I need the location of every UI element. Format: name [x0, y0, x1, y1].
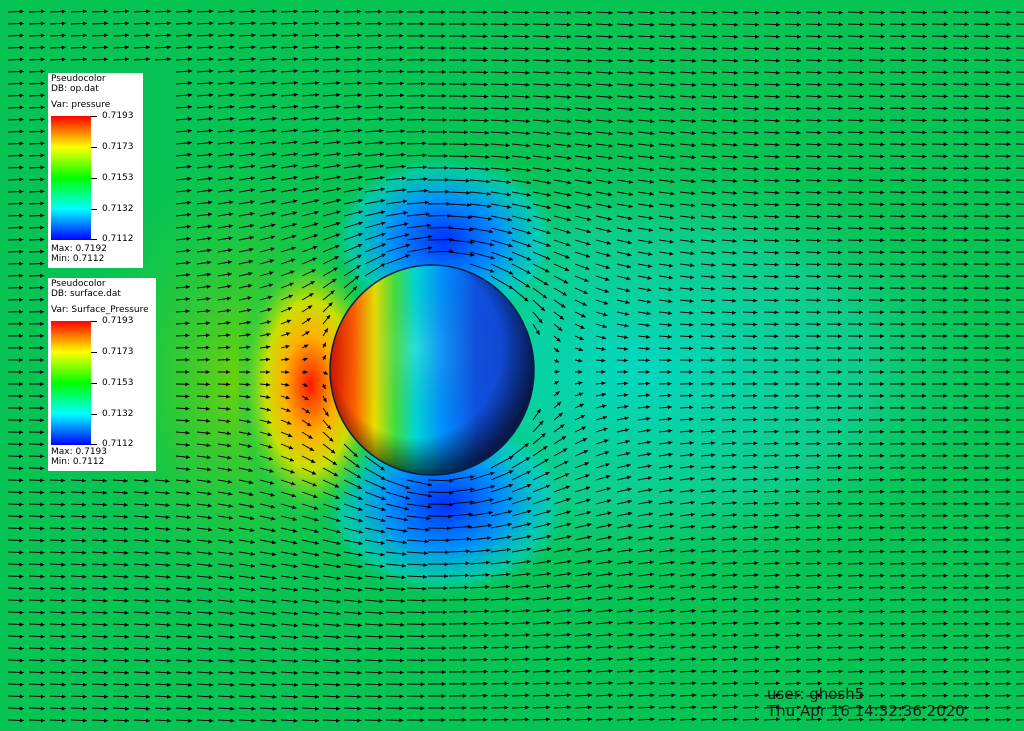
sphere [329, 264, 535, 476]
legend-variable: Var: Surface_Pressure [51, 305, 149, 315]
surface-pressure-legend: Pseudocolor DB: surface.dat Var: Surface… [48, 278, 156, 471]
legend-tick-label: 0.7153 [102, 378, 134, 388]
legend-plot-type: Pseudocolor [51, 279, 106, 289]
legend-tick-label: 0.7173 [102, 347, 134, 357]
legend-tick-label: 0.7193 [102, 316, 134, 326]
legend-tick [91, 352, 97, 353]
legend-min: Min: 0.7112 [51, 254, 105, 264]
date-annotation: Thu Apr 16 14:32:36 2020 [767, 702, 965, 720]
legend-tick-label: 0.7193 [102, 111, 134, 121]
legend-tick-label: 0.7112 [102, 439, 134, 449]
legend-database: DB: op.dat [51, 84, 99, 94]
legend-color-bar [51, 116, 91, 240]
legend-max: Max: 0.7192 [51, 244, 107, 254]
legend-tick [91, 239, 97, 240]
legend-min: Min: 0.7112 [51, 457, 105, 467]
user-annotation: user: ghosh5 [767, 685, 865, 703]
legend-tick [91, 178, 97, 179]
legend-database: DB: surface.dat [51, 289, 121, 299]
legend-plot-type: Pseudocolor [51, 74, 106, 84]
legend-tick-label: 0.7173 [102, 142, 134, 152]
legend-tick [91, 116, 97, 117]
legend-tick [91, 414, 97, 415]
legend-tick [91, 383, 97, 384]
legend-tick [91, 321, 97, 322]
velocity-vector-field [7, 9, 1024, 723]
legend-tick [91, 209, 97, 210]
legend-tick-label: 0.7132 [102, 409, 134, 419]
legend-tick-label: 0.7153 [102, 173, 134, 183]
legend-variable: Var: pressure [51, 100, 111, 110]
legend-max: Max: 0.7193 [51, 447, 107, 457]
legend-tick-label: 0.7112 [102, 234, 134, 244]
legend-tick-label: 0.7132 [102, 204, 134, 214]
pressure-legend: Pseudocolor DB: op.dat Var: pressure 0.7… [48, 73, 143, 268]
legend-tick [91, 147, 97, 148]
legend-tick [91, 444, 97, 445]
legend-color-bar [51, 321, 91, 445]
